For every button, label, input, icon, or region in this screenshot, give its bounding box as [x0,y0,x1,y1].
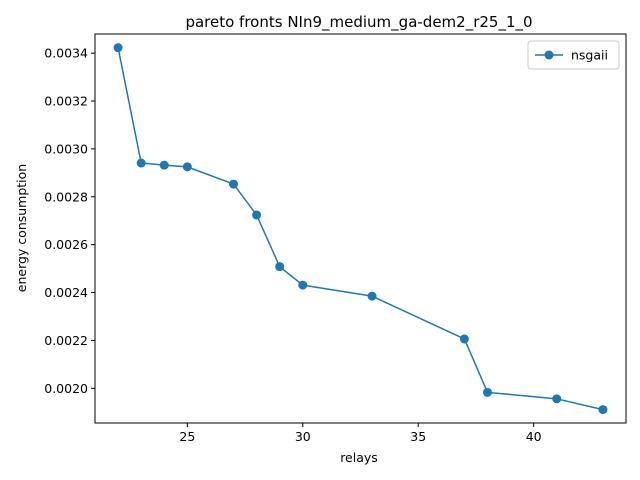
legend-marker-swatch [544,50,554,60]
data-point [182,162,192,172]
y-tick-label: 0.0032 [44,94,88,109]
y-tick-label: 0.0024 [44,285,88,300]
plot-area-frame [94,33,627,424]
x-axis-label: relays [340,450,378,465]
data-point [229,179,239,189]
data-point [275,262,285,272]
y-tick-label: 0.0030 [44,141,88,156]
y-tick-label: 0.0026 [44,237,88,252]
y-tick-label: 0.0034 [44,46,88,61]
y-tick-label: 0.0022 [44,333,88,348]
legend-label-nsgaii: nsgaii [571,48,608,63]
data-point [482,387,492,397]
y-axis-label: energy consumption [14,164,29,292]
data-point [136,158,146,168]
x-tick-label: 25 [179,429,195,444]
data-point [552,394,562,404]
x-tick-label: 40 [526,429,542,444]
data-point [367,291,377,301]
legend: nsgaii [527,40,620,70]
x-tick-label: 30 [295,429,311,444]
x-tick-label: 35 [410,429,426,444]
legend-frame [527,40,620,70]
chart-title: pareto fronts NIn9_medium_ga-dem2_r25_1_… [185,13,532,32]
data-point [459,334,469,344]
data-point [598,405,608,415]
data-point [159,160,169,170]
y-tick-label: 0.0028 [44,189,88,204]
data-point [252,210,262,220]
data-point [113,43,123,53]
data-point [298,280,308,290]
y-tick-label: 0.0020 [44,381,88,396]
